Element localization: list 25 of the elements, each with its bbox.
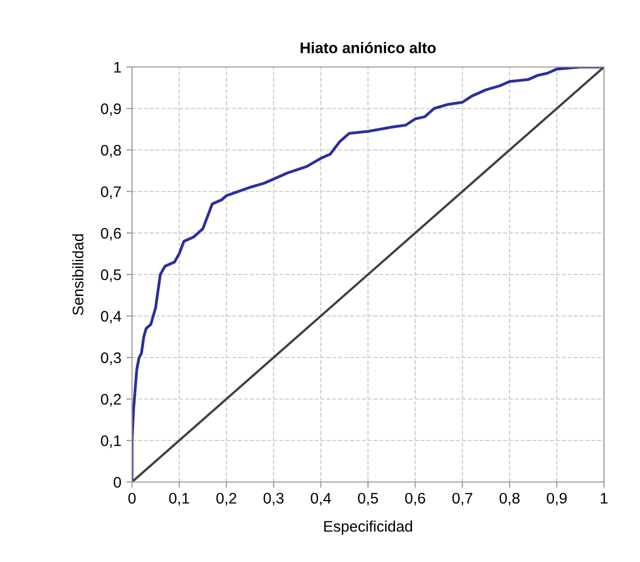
y-tick-label: 0,2 bbox=[100, 394, 121, 406]
x-tick-label: 0,4 bbox=[310, 492, 331, 506]
y-tick-label: 0,4 bbox=[100, 310, 122, 324]
y-tick-label: 0,1 bbox=[100, 435, 121, 448]
y-tick-label: 0,5 bbox=[100, 269, 121, 282]
x-tick-label: 1 bbox=[600, 492, 608, 504]
x-tick-label: 0,9 bbox=[546, 492, 567, 506]
x-tick-label: 0,6 bbox=[405, 492, 426, 506]
x-tick-label: 0 bbox=[128, 492, 136, 504]
x-tick-label: 0,8 bbox=[500, 492, 520, 506]
x-tick-label: 0,5 bbox=[358, 492, 378, 506]
x-tick-label: 0,7 bbox=[452, 492, 472, 506]
y-tick-label: 0,6 bbox=[100, 228, 121, 240]
y-tick-label: 0 bbox=[114, 476, 121, 488]
chart-title: Hiato aniónico alto bbox=[300, 42, 436, 54]
y-tick-label: 0,7 bbox=[100, 186, 121, 199]
x-axis-title: Especificidad bbox=[324, 520, 412, 535]
x-tick-label: 0,3 bbox=[264, 492, 284, 506]
y-tick-label: 0,8 bbox=[100, 144, 121, 158]
x-tick-label: 0,2 bbox=[216, 492, 236, 506]
y-axis-title: Sensibilidad bbox=[72, 234, 84, 315]
y-tick-label: 0,3 bbox=[100, 352, 121, 365]
y-tick-label: 1 bbox=[114, 62, 121, 73]
x-tick-label: 0,1 bbox=[169, 492, 190, 506]
y-tick-label: 0,9 bbox=[100, 103, 121, 116]
